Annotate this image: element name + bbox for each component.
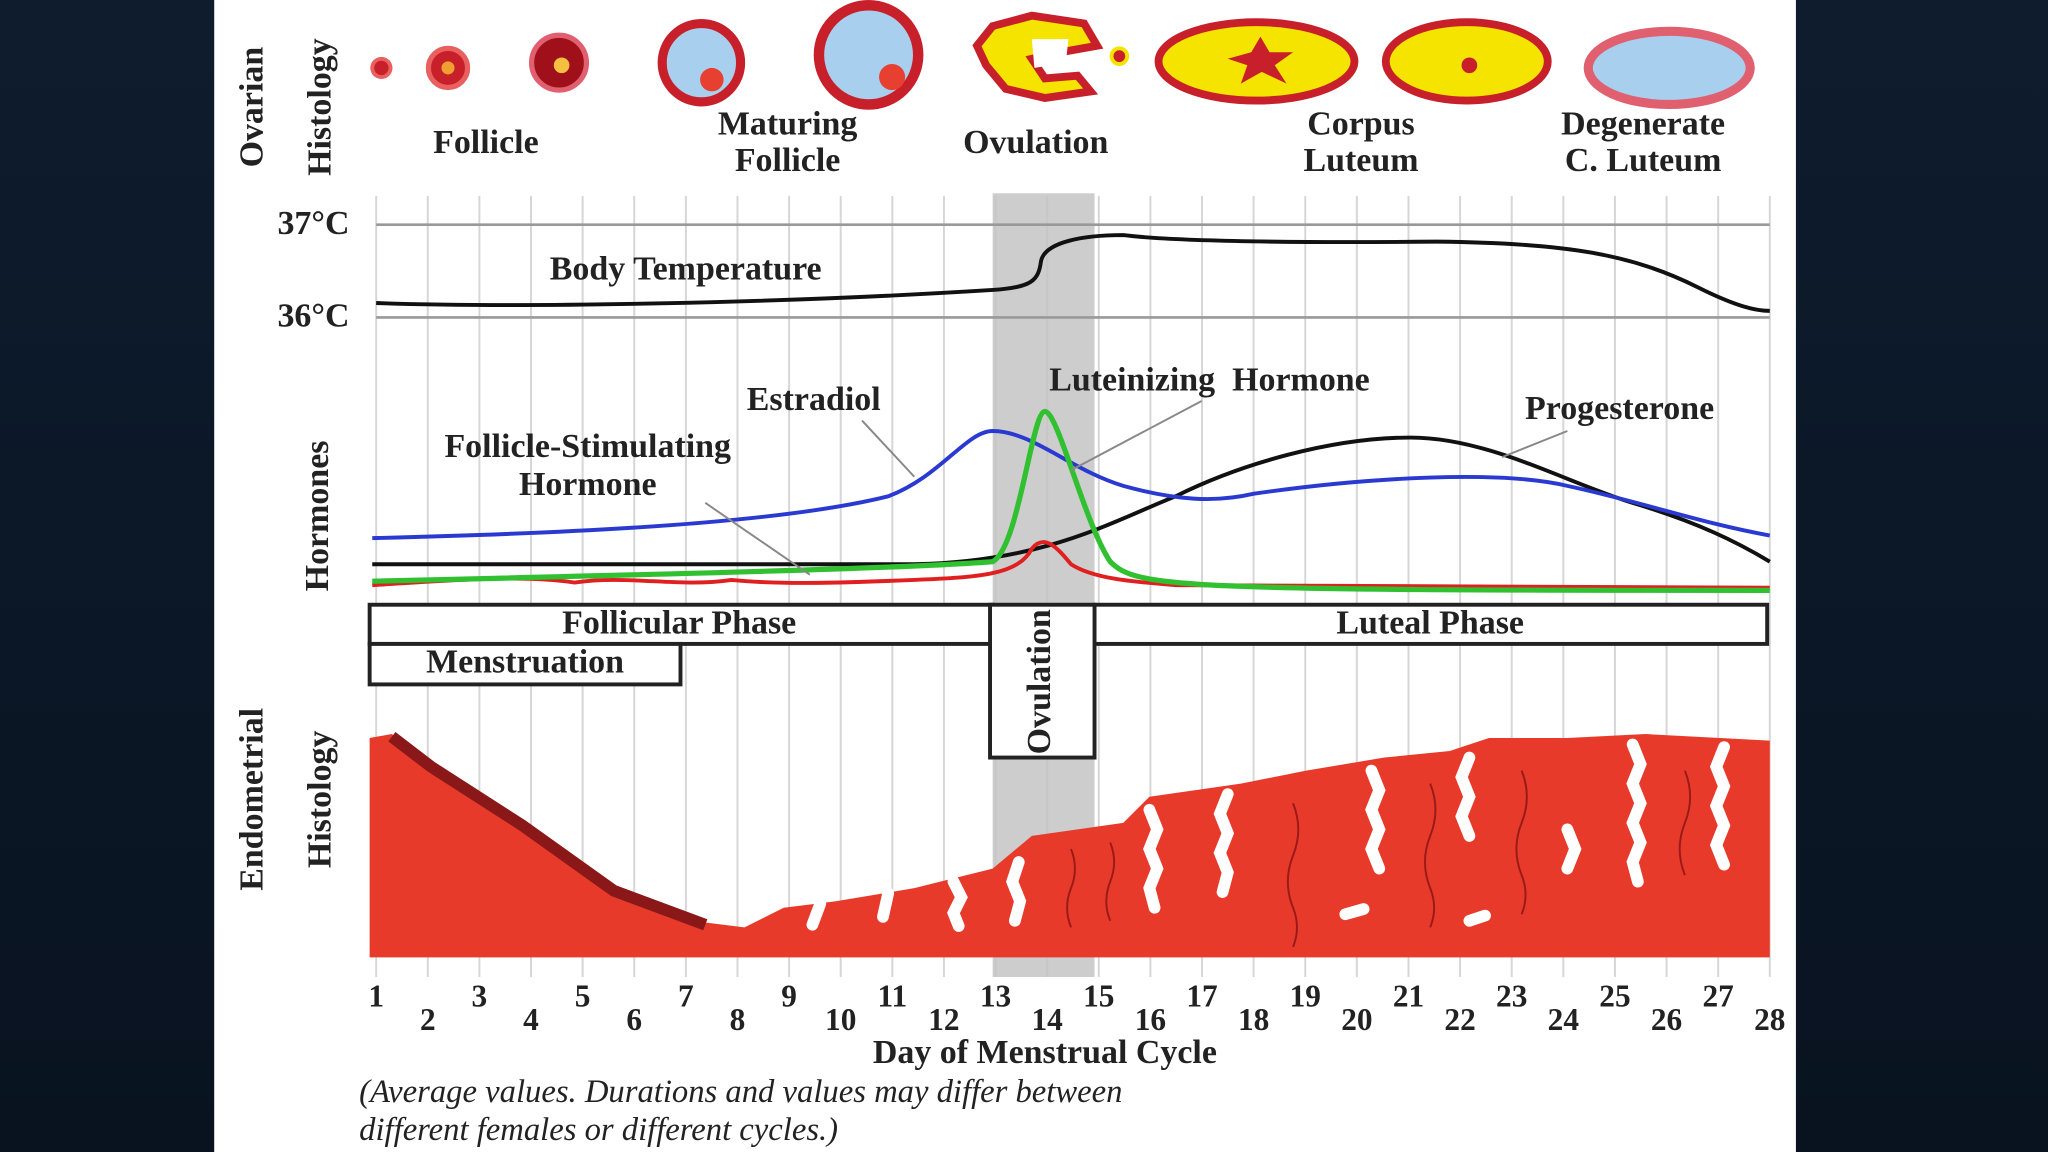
temp-tick: 36°C (277, 297, 349, 334)
day-label: 14 (1032, 1002, 1064, 1037)
axis-label: Histology (301, 730, 338, 868)
axis-label: Histology (301, 38, 338, 176)
endometrium (369, 731, 1770, 958)
leader (861, 419, 916, 478)
day-label: 7 (678, 978, 694, 1013)
axis-label: Endometrial (233, 708, 270, 891)
phase-box (367, 641, 683, 687)
stage-label: Maturing (718, 105, 858, 142)
curve-label: Hormone (519, 466, 657, 503)
stage-label: Luteum (1303, 142, 1418, 179)
day-label: 18 (1238, 1002, 1269, 1037)
day-label: 8 (730, 1002, 746, 1037)
stage-label: Degenerate (1561, 105, 1725, 142)
note: different females or different cycles.) (359, 1112, 838, 1148)
day-label: 2 (420, 1002, 436, 1037)
temperature-curve (376, 233, 1770, 313)
temp-tick: 37°C (277, 205, 349, 242)
estradiol-curve (372, 429, 1771, 541)
phase-box (988, 602, 1097, 760)
stage-label: C. Luteum (1565, 142, 1722, 179)
day-label: 9 (781, 978, 797, 1013)
phase-label: Menstruation (426, 644, 624, 681)
phase-box (1092, 602, 1770, 646)
day-label: 13 (980, 978, 1011, 1013)
day-label: 19 (1290, 978, 1321, 1013)
ovary-icons (370, 0, 1755, 110)
day-label: 5 (575, 978, 591, 1013)
leader (704, 502, 811, 576)
curve-label: Luteinizing Hormone (1049, 361, 1370, 398)
phase-box (367, 602, 995, 646)
day-label: 6 (626, 1002, 642, 1037)
phase-label: Ovulation (1021, 609, 1058, 754)
curve-label: Estradiol (747, 381, 881, 418)
day-label: 10 (825, 1002, 856, 1037)
curve-label: Body Temperature (550, 250, 822, 287)
curve-label: Progesterone (1525, 390, 1714, 427)
day-label: 12 (928, 1002, 959, 1037)
day-label: 24 (1548, 1002, 1580, 1037)
curve-label: Follicle-Stimulating (444, 428, 731, 465)
endometrial-axis: Endometrial Histology (233, 708, 338, 891)
day-label: 22 (1444, 1002, 1475, 1037)
day-label: 3 (472, 978, 488, 1013)
phase-label: Luteal Phase (1336, 604, 1524, 641)
day-label: 4 (523, 1002, 539, 1037)
fsh-curve (372, 540, 1770, 590)
day-label: 15 (1083, 978, 1114, 1013)
day-label: 25 (1599, 978, 1630, 1013)
day-label: 11 (878, 978, 908, 1013)
stage-label: Corpus (1307, 105, 1415, 142)
day-label: 21 (1393, 978, 1424, 1013)
day-label: 23 (1496, 978, 1527, 1013)
x-axis-title: Day of Menstrual Cycle (873, 1034, 1217, 1071)
stage-label: Ovulation (963, 124, 1108, 161)
leader (1501, 430, 1568, 459)
progesterone-curve (372, 435, 1771, 567)
day-label: 26 (1651, 1002, 1682, 1037)
day-label: 16 (1135, 1002, 1166, 1037)
day-label: 1 (368, 978, 384, 1013)
day-label: 27 (1703, 978, 1734, 1013)
leader (1070, 400, 1203, 472)
stage-label: Follicle (735, 142, 841, 179)
phase-label: Follicular Phase (562, 604, 796, 641)
stage-label: Follicle (433, 124, 539, 161)
day-labels: 1234567891011121314151617181920212223242… (368, 978, 1785, 1037)
note: (Average values. Durations and values ma… (359, 1074, 1122, 1110)
day-label: 17 (1186, 978, 1217, 1013)
axis-label: Ovarian (233, 47, 270, 168)
day-label: 20 (1341, 1002, 1372, 1037)
axis-label: Hormones (299, 441, 336, 592)
day-label: 28 (1754, 1002, 1785, 1037)
ovarian-axis: Ovarian Histology (233, 38, 338, 176)
lh-curve (372, 408, 1770, 593)
